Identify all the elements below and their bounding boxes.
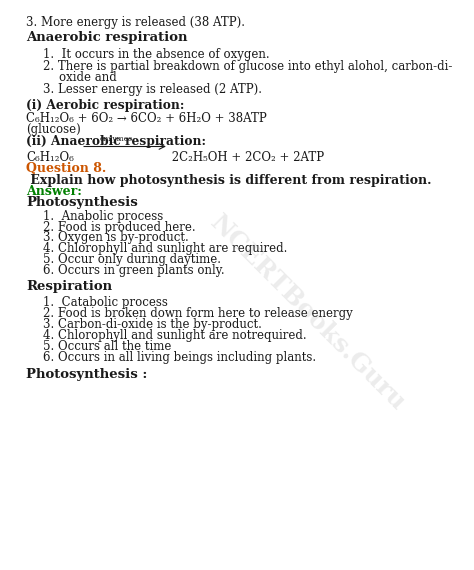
Text: (glucose): (glucose) [26,123,81,136]
Text: 1.  It occurs in the absence of oxygen.: 1. It occurs in the absence of oxygen. [43,48,269,61]
Text: Photosynthesis: Photosynthesis [26,196,138,209]
Text: 3. Lesser energy is released (2 ATP).: 3. Lesser energy is released (2 ATP). [43,83,262,96]
Text: 1.  Catabolic process: 1. Catabolic process [43,296,167,310]
Text: Explain how photosynthesis is different from respiration.: Explain how photosynthesis is different … [26,174,431,187]
Text: 3. Oxygen is by-product.: 3. Oxygen is by-product. [43,231,188,245]
Text: 4. Chlorophyll and sunlight are required.: 4. Chlorophyll and sunlight are required… [43,242,287,255]
Text: C₆H₁₂O₆ + 6O₂ → 6CO₂ + 6H₂O + 38ATP: C₆H₁₂O₆ + 6O₂ → 6CO₂ + 6H₂O + 38ATP [26,112,267,125]
Text: Answer:: Answer: [26,185,82,198]
Text: 2. There is partial breakdown of glucose into ethyl alohol, carbon-di-: 2. There is partial breakdown of glucose… [43,60,452,73]
Text: 6. Occurs in all living beings including plants.: 6. Occurs in all living beings including… [43,351,316,364]
Text: (ii) Anaerobic respiration:: (ii) Anaerobic respiration: [26,135,206,148]
Text: Photosynthesis :: Photosynthesis : [26,368,147,381]
Text: 4. Chlorophyll and sunlight are notrequired.: 4. Chlorophyll and sunlight are notrequi… [43,329,306,342]
Text: C₆H₁₂O₆: C₆H₁₂O₆ [26,151,74,164]
Text: 2. Food is produced here.: 2. Food is produced here. [43,221,195,234]
Text: Question 8.: Question 8. [26,162,106,176]
Text: oxide and: oxide and [59,71,117,84]
Text: 3. More energy is released (38 ATP).: 3. More energy is released (38 ATP). [26,16,245,29]
Text: (i) Aerobic respiration:: (i) Aerobic respiration: [26,99,184,112]
Text: 5. Occur only during daytime.: 5. Occur only during daytime. [43,253,221,266]
Text: Respiration: Respiration [26,280,112,294]
Text: 1.  Anabolic process: 1. Anabolic process [43,210,163,223]
Text: 2. Food is broken down form here to release energy: 2. Food is broken down form here to rele… [43,307,352,320]
Text: 5. Occurs all the time: 5. Occurs all the time [43,340,171,353]
Text: 6. Occurs in green plants only.: 6. Occurs in green plants only. [43,264,224,277]
Text: Anaerobic respiration: Anaerobic respiration [26,31,188,44]
Text: 2C₂H₅OH + 2CO₂ + 2ATP: 2C₂H₅OH + 2CO₂ + 2ATP [168,151,324,164]
Text: 3. Carbon-di-oxide is the by-product.: 3. Carbon-di-oxide is the by-product. [43,318,262,331]
Text: NCERTBooks.Guru: NCERTBooks.Guru [206,211,410,416]
Text: enzymes: enzymes [100,135,133,143]
